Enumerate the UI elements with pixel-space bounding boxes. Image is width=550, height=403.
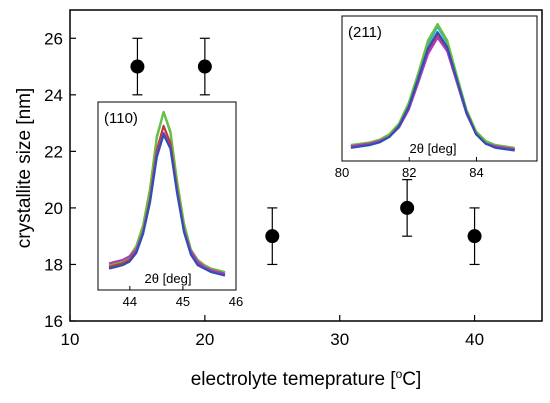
inset-110: 44 45 46 (110) 2θ [deg] (97, 101, 243, 309)
y-tick-label: 26 (44, 29, 63, 48)
inset-110-ticks: 44 45 46 (123, 286, 243, 309)
main-axis-ticks: 10 20 30 40 16 18 20 22 24 26 (44, 29, 484, 349)
inset-211-title: (211) (348, 24, 382, 41)
point-marker (130, 59, 145, 74)
inset-tick-label: 45 (176, 294, 190, 309)
x-axis-label: electrolyte temeprature [oC] (191, 367, 422, 390)
point-marker (197, 59, 212, 74)
y-tick-label: 18 (44, 255, 63, 274)
inset-211-curves (350, 22, 515, 152)
x-tick-label: 40 (465, 330, 484, 349)
xrd-curve (350, 31, 515, 152)
inset-211-ticks: 80 82 84 (335, 157, 484, 180)
inset-tick-label: 84 (469, 165, 483, 180)
point-marker (467, 229, 482, 244)
inset-tick-label: 82 (402, 165, 416, 180)
x-tick-label: 10 (61, 330, 80, 349)
data-point (130, 37, 145, 96)
y-tick-label: 22 (44, 142, 63, 161)
inset-110-title: (110) (104, 110, 138, 127)
inset-211: 80 82 84 (211) 2θ [deg] (335, 15, 538, 180)
inset-110-curves (108, 110, 226, 277)
x-tick-label: 30 (330, 330, 349, 349)
xrd-curve (350, 22, 515, 149)
point-marker (265, 229, 280, 244)
inset-tick-label: 46 (229, 294, 243, 309)
inset-110-xlabel: 2θ [deg] (145, 271, 192, 286)
data-point (265, 207, 280, 266)
y-tick-label: 24 (44, 86, 63, 105)
xrd-curve (108, 133, 226, 277)
x-tick-label: 20 (195, 330, 214, 349)
y-tick-label: 20 (44, 199, 63, 218)
y-axis-label: crystallite size [nm] (14, 88, 35, 248)
data-point (467, 207, 482, 266)
inset-211-xlabel: 2θ [deg] (410, 141, 457, 156)
data-point (400, 179, 415, 237)
inset-tick-label: 80 (335, 165, 349, 180)
main-plot-frame (69, 9, 543, 322)
main-data-points (130, 37, 482, 266)
point-marker (400, 200, 415, 215)
inset-tick-label: 44 (123, 294, 137, 309)
data-point (197, 37, 212, 96)
y-tick-label: 16 (44, 312, 63, 331)
